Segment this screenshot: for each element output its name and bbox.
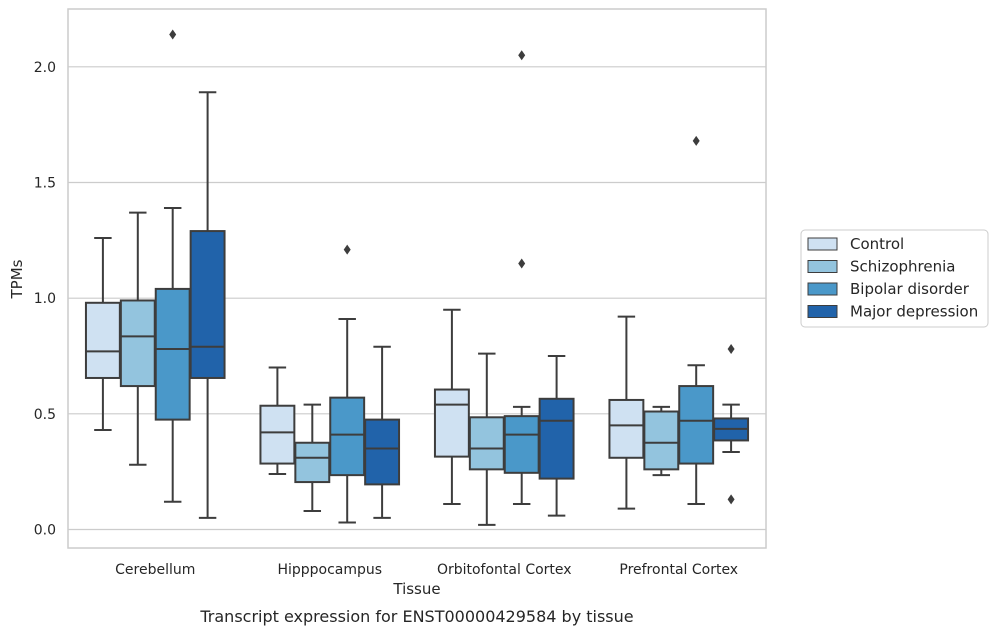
legend-frame — [800, 229, 989, 328]
box — [433, 388, 470, 458]
legend-swatch — [807, 260, 838, 273]
legend-label: Control — [850, 235, 904, 253]
outlier-point — [518, 258, 526, 269]
legend-swatch — [807, 237, 838, 251]
x-axis-label: Tissue — [392, 580, 440, 598]
box-plots — [84, 29, 750, 526]
y-tick-label: 0.0 — [34, 522, 56, 538]
outlier-point — [169, 29, 177, 40]
x-tick-label: Cerebellum — [115, 562, 195, 578]
y-tick-label: 0.5 — [34, 407, 56, 423]
box — [503, 415, 540, 474]
legend-swatch — [807, 282, 838, 296]
x-tick-label: Prefrontal Cortex — [619, 562, 738, 578]
box — [643, 410, 680, 471]
outlier-point — [727, 494, 735, 505]
outlier-point — [692, 135, 700, 146]
legend-label: Major depression — [850, 303, 978, 321]
plot-frame — [67, 8, 767, 549]
box — [119, 299, 156, 388]
y-axis: 0.0 0.5 1.0 1.5 2.0 — [34, 60, 56, 539]
box — [259, 404, 296, 465]
outlier-point — [343, 244, 351, 255]
box — [608, 398, 645, 459]
legend: Control Schizophrenia Bipolar disorder Majo… — [800, 229, 989, 328]
legend-label: Schizophrenia — [850, 258, 955, 276]
x-axis: Cerebellum Hipppocampus Orbitofontal Corte… — [115, 562, 738, 578]
y-tick-label: 2.0 — [34, 60, 56, 76]
box — [468, 416, 505, 471]
box — [538, 397, 575, 480]
box — [154, 287, 191, 421]
x-tick-label: Orbitofontal Cortex — [437, 562, 572, 578]
figure-caption: Transcript expression for ENST0000042958… — [199, 607, 633, 626]
legend-label: Bipolar disorder — [850, 280, 970, 298]
y-tick-label: 1.5 — [34, 175, 56, 191]
outlier-point — [518, 50, 526, 61]
box — [189, 230, 226, 379]
box — [329, 396, 366, 477]
y-tick-label: 1.0 — [34, 291, 56, 307]
box — [294, 441, 331, 484]
x-tick-label: Hipppocampus — [277, 562, 382, 578]
box — [364, 418, 401, 486]
y-axis-label: TPMs — [8, 259, 26, 299]
outlier-point — [727, 344, 735, 355]
box — [678, 385, 715, 465]
box — [84, 301, 121, 379]
legend-swatch — [807, 305, 838, 318]
